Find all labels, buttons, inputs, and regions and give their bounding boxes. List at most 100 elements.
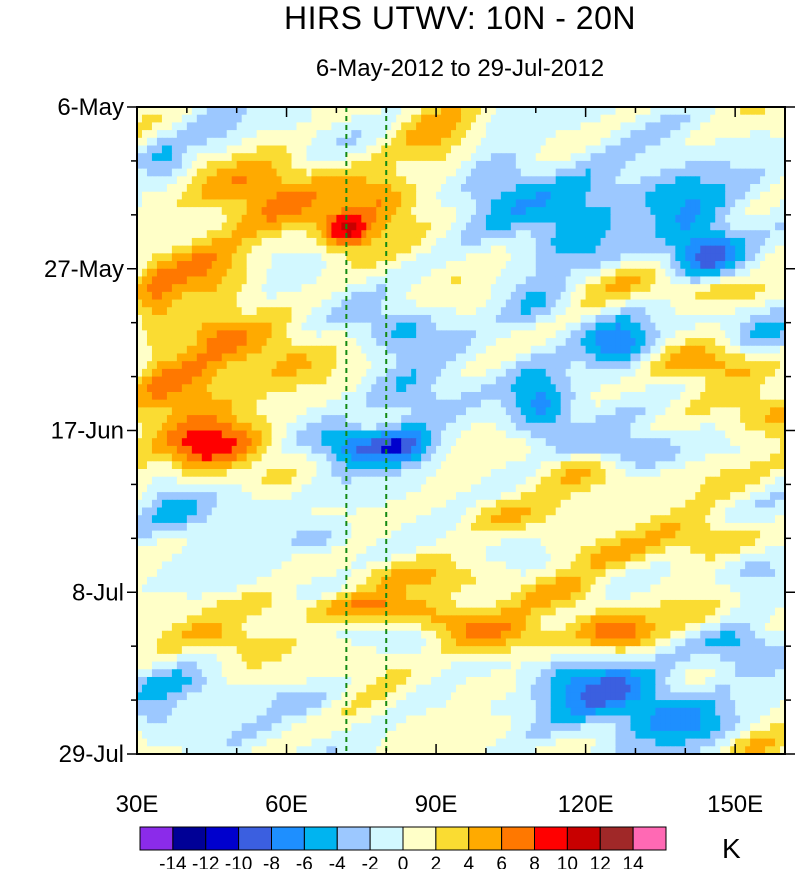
heatmap-cell — [740, 330, 746, 339]
heatmap-cell — [151, 353, 158, 362]
heatmap-cell — [645, 361, 652, 370]
heatmap-cell — [625, 314, 632, 324]
heatmap-cell — [216, 137, 223, 147]
heatmap-cell — [715, 168, 721, 177]
heatmap-cell — [735, 261, 741, 270]
heatmap-cell — [141, 145, 148, 154]
heatmap-cell — [286, 114, 293, 123]
heatmap-cell — [510, 261, 517, 270]
heatmap-cell — [137, 268, 143, 278]
heatmap-cell — [196, 222, 203, 231]
heatmap-cell — [361, 268, 367, 278]
heatmap-cell — [436, 145, 442, 154]
heatmap-cell — [296, 137, 303, 147]
heatmap-cell — [635, 168, 642, 177]
heatmap-cell — [605, 291, 612, 301]
heatmap-cell — [236, 230, 243, 239]
heatmap-cell — [281, 207, 288, 216]
heatmap-cell — [495, 253, 502, 262]
heatmap-cell — [540, 230, 547, 239]
heatmap-cell — [630, 137, 637, 147]
heatmap-cell — [346, 137, 352, 147]
heatmap-cell — [216, 345, 223, 355]
heatmap-cell — [436, 330, 442, 339]
heatmap-cell — [500, 361, 507, 370]
heatmap-cell — [645, 107, 652, 116]
heatmap-cell — [725, 345, 731, 355]
heatmap-cell — [540, 168, 547, 177]
heatmap-cell — [550, 245, 557, 254]
heatmap-cell — [490, 268, 497, 278]
heatmap-cell — [595, 307, 602, 316]
heatmap-cell — [775, 145, 781, 154]
heatmap-cell — [735, 330, 741, 339]
heatmap-cell — [730, 376, 736, 385]
heatmap-cell — [635, 137, 642, 147]
heatmap-cell — [211, 114, 218, 123]
heatmap-cell — [396, 107, 402, 116]
heatmap-cell — [166, 284, 173, 293]
heatmap-cell — [745, 130, 751, 139]
heatmap-cell — [775, 291, 781, 301]
heatmap-cell — [401, 207, 407, 216]
heatmap-cell — [715, 160, 721, 170]
heatmap-cell — [216, 268, 223, 278]
heatmap-cell — [590, 230, 597, 239]
heatmap-cell — [371, 253, 377, 262]
heatmap-cell — [321, 214, 328, 224]
heatmap-cell — [585, 338, 592, 347]
heatmap-cell — [690, 153, 696, 162]
heatmap-cell — [695, 322, 701, 331]
heatmap-cell — [161, 299, 168, 308]
heatmap-cell — [226, 237, 233, 247]
heatmap-cell — [386, 107, 392, 116]
heatmap-cell — [655, 391, 661, 401]
heatmap-cell — [585, 199, 592, 208]
heatmap-cell — [630, 145, 637, 154]
heatmap-cell — [366, 391, 372, 401]
heatmap-cell — [246, 276, 253, 285]
heatmap-cell — [146, 376, 153, 385]
heatmap-cell — [690, 214, 696, 224]
heatmap-cell — [515, 361, 522, 370]
heatmap-cell — [710, 253, 716, 262]
heatmap-cell — [266, 214, 273, 224]
heatmap-cell — [446, 261, 452, 270]
heatmap-cell — [730, 199, 736, 208]
heatmap-cell — [620, 330, 627, 339]
heatmap-cell — [750, 361, 756, 370]
heatmap-cell — [620, 137, 627, 147]
heatmap-cell — [765, 153, 771, 162]
heatmap-cell — [311, 214, 318, 224]
heatmap-cell — [540, 322, 547, 331]
heatmap-cell — [436, 361, 442, 370]
heatmap-cell — [396, 338, 402, 347]
heatmap-cell — [316, 237, 323, 247]
heatmap-cell — [615, 361, 622, 370]
heatmap-cell — [186, 230, 193, 239]
heatmap-cell — [346, 361, 352, 370]
heatmap-cell — [461, 376, 467, 385]
heatmap-cell — [326, 237, 332, 247]
heatmap-cell — [291, 107, 298, 116]
heatmap-cell — [401, 230, 407, 239]
heatmap-cell — [156, 284, 163, 293]
heatmap-cell — [221, 291, 228, 301]
heatmap-cell — [386, 237, 392, 247]
heatmap-cell — [236, 276, 243, 285]
heatmap-cell — [680, 184, 686, 193]
heatmap-cell — [276, 222, 283, 231]
heatmap-cell — [261, 237, 268, 247]
heatmap-cell — [236, 145, 243, 154]
heatmap-cell — [560, 284, 567, 293]
heatmap-cell — [515, 261, 522, 270]
heatmap-cell — [271, 137, 278, 147]
heatmap-cell — [281, 191, 288, 201]
heatmap-cell — [780, 284, 786, 293]
heatmap-cell — [151, 253, 158, 262]
heatmap-cell — [585, 391, 592, 401]
heatmap-cell — [535, 160, 542, 170]
heatmap-cell — [775, 376, 781, 385]
heatmap-cell — [346, 160, 352, 170]
heatmap-cell — [465, 268, 472, 278]
